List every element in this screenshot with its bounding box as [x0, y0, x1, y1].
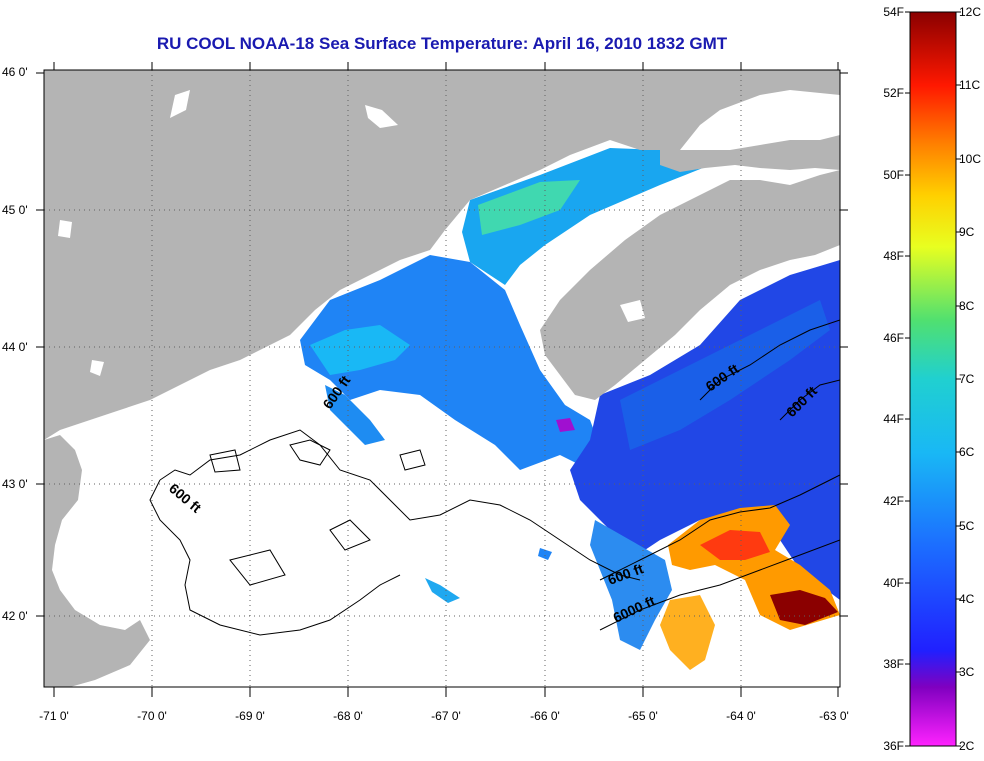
contour-basin-2	[399, 449, 426, 471]
colorbar-f-label: 46F	[883, 331, 904, 345]
contour-600-scotian-2	[779, 379, 840, 421]
contour-basin-3	[329, 519, 371, 551]
colorbar-c-label: 3C	[959, 665, 975, 679]
sst-ribbon	[325, 385, 385, 445]
map-content	[44, 70, 840, 687]
sst-hot-core	[770, 590, 838, 625]
colorbar-c-label: 7C	[959, 372, 975, 386]
lat-tick-label: 42 0'	[2, 609, 28, 623]
sst-swaths	[300, 148, 840, 670]
colorbar-f-label: 52F	[883, 86, 904, 100]
contour-600-inner	[149, 479, 401, 636]
land-massachusetts	[44, 435, 150, 687]
map-title: RU COOL NOAA-18 Sea Surface Temperature:…	[156, 34, 728, 53]
lon-tick-label: -67 0'	[431, 709, 461, 723]
colorbar-f-label: 38F	[883, 657, 904, 671]
contour-600-scotian	[699, 319, 840, 401]
contour-basin-5	[209, 449, 241, 473]
land-cape-breton-gap	[660, 135, 840, 172]
land	[44, 70, 840, 687]
lake-4	[58, 220, 72, 238]
lat-tick-label: 43 0'	[2, 477, 28, 491]
lake-2	[365, 105, 398, 128]
colorbar-c-label: 4C	[959, 592, 975, 606]
sst-patch-3	[556, 418, 575, 432]
contour-6000	[599, 539, 840, 631]
colorbar-c-label: 9C	[959, 225, 975, 239]
colorbar-gradient	[909, 11, 957, 747]
sst-fundy	[462, 148, 728, 285]
colorbar-f-label: 48F	[883, 249, 904, 263]
sst-patch-1	[425, 578, 460, 603]
sst-scotian-mid	[620, 300, 830, 450]
colorbar-f-label: 54F	[883, 5, 904, 19]
colorbar-c-label: 6C	[959, 445, 975, 459]
lon-tick-label: -66 0'	[530, 709, 560, 723]
lon-tick-label: -63 0'	[819, 709, 849, 723]
colorbar-f-label: 50F	[883, 168, 904, 182]
contours	[149, 319, 840, 636]
lakes	[58, 90, 645, 376]
colorbar: 54F 52F 50F 48F 46F 44F 42F 40F 38F 36F …	[883, 5, 981, 753]
lat-tick-label: 44 0'	[2, 340, 28, 354]
lon-tick-label: -68 0'	[333, 709, 363, 723]
map-frame	[43, 69, 841, 688]
land-nova-scotia	[540, 170, 840, 400]
sst-georges-cold	[590, 520, 672, 650]
lon-tick-label: -69 0'	[235, 709, 265, 723]
lon-tick-label: -64 0'	[726, 709, 756, 723]
contour-600-west	[159, 429, 641, 581]
colorbar-f-label: 42F	[883, 494, 904, 508]
lon-tick-label: -71 0'	[39, 709, 69, 723]
lake-3	[90, 360, 104, 376]
colorbar-c-label: 12C	[959, 5, 981, 19]
colorbar-c-label: 5C	[959, 519, 975, 533]
contour-basin-4	[229, 549, 286, 586]
lake-1	[170, 90, 190, 118]
lat-axis: 46 0' 45 0' 44 0' 43 0' 42 0'	[2, 65, 848, 623]
sst-warm-south	[660, 595, 715, 670]
sst-patch-2	[538, 548, 552, 560]
colorbar-c-label: 10C	[959, 152, 981, 166]
land-maine	[44, 70, 840, 440]
lon-axis: -71 0' -70 0' -69 0' -68 0' -67 0' -66 0…	[39, 62, 849, 723]
colorbar-c-label: 2C	[959, 739, 975, 753]
colorbar-c-label: 8C	[959, 299, 975, 313]
lat-tick-label: 46 0'	[2, 65, 28, 79]
colorbar-f-label: 40F	[883, 576, 904, 590]
sst-gulf-maine-light	[310, 325, 410, 375]
sst-fundy-warm	[478, 180, 580, 235]
lat-tick-label: 45 0'	[2, 203, 28, 217]
colorbar-f-label: 36F	[883, 739, 904, 753]
lon-tick-label: -65 0'	[628, 709, 658, 723]
sst-warm-red	[700, 530, 770, 560]
colorbar-f-label: 44F	[883, 412, 904, 426]
lake-5	[620, 300, 645, 322]
lon-tick-label: -70 0'	[137, 709, 167, 723]
sst-gulf-maine	[300, 255, 605, 470]
contour-basin-1	[289, 439, 331, 466]
colorbar-c-label: 11C	[959, 78, 980, 92]
contour-600-east	[599, 474, 840, 581]
